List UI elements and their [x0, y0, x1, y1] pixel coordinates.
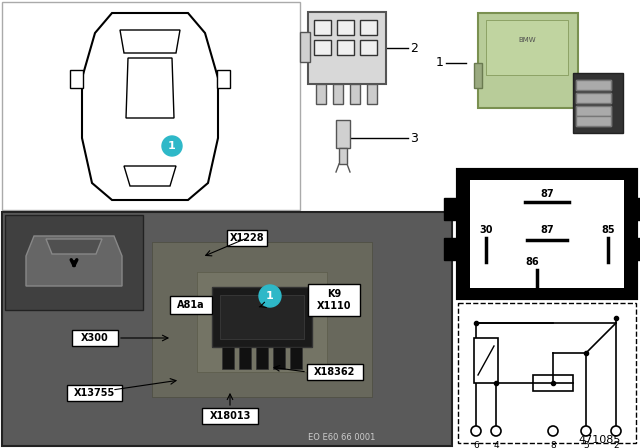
- Bar: [337, 20, 354, 35]
- Bar: [72, 330, 118, 346]
- Text: 2: 2: [613, 440, 619, 448]
- Text: 8: 8: [550, 440, 556, 448]
- Text: K9: K9: [327, 289, 341, 299]
- Text: 87: 87: [540, 225, 554, 235]
- Bar: [458, 303, 636, 443]
- Bar: [576, 106, 611, 116]
- Text: 1: 1: [266, 291, 274, 301]
- Bar: [367, 84, 377, 104]
- Bar: [217, 70, 230, 88]
- Bar: [2, 2, 300, 210]
- Bar: [314, 40, 331, 55]
- Text: 3: 3: [410, 132, 418, 145]
- Bar: [308, 12, 386, 84]
- Bar: [314, 20, 331, 35]
- Bar: [290, 347, 302, 369]
- Polygon shape: [82, 13, 218, 200]
- Bar: [478, 13, 578, 108]
- Text: A81a: A81a: [177, 300, 205, 310]
- Bar: [634, 238, 640, 260]
- Bar: [239, 347, 251, 369]
- Bar: [474, 63, 482, 88]
- Bar: [307, 364, 363, 380]
- Circle shape: [162, 136, 182, 156]
- Bar: [576, 116, 611, 126]
- Bar: [470, 180, 624, 288]
- Text: X13755: X13755: [74, 388, 115, 398]
- Bar: [444, 198, 460, 220]
- Text: 4: 4: [493, 440, 499, 448]
- Bar: [70, 70, 83, 88]
- Bar: [533, 375, 573, 391]
- Text: 87: 87: [540, 189, 554, 199]
- Text: X1228: X1228: [230, 233, 264, 243]
- Bar: [634, 198, 640, 220]
- Polygon shape: [126, 58, 174, 118]
- Circle shape: [491, 426, 501, 436]
- Bar: [576, 80, 611, 90]
- Bar: [316, 84, 326, 104]
- Circle shape: [548, 426, 558, 436]
- Text: X18362: X18362: [314, 367, 356, 377]
- Text: 471085: 471085: [579, 435, 621, 445]
- Text: BMW: BMW: [518, 37, 536, 43]
- Bar: [197, 272, 327, 372]
- Bar: [308, 284, 360, 316]
- Bar: [576, 93, 611, 103]
- Bar: [474, 338, 498, 383]
- Text: 85: 85: [601, 225, 615, 235]
- Bar: [170, 296, 212, 314]
- Bar: [152, 242, 372, 397]
- Bar: [256, 347, 268, 369]
- Text: X18013: X18013: [209, 411, 251, 421]
- Polygon shape: [26, 236, 122, 286]
- Circle shape: [471, 426, 481, 436]
- Bar: [458, 170, 636, 298]
- Bar: [333, 84, 343, 104]
- Bar: [350, 84, 360, 104]
- Text: 6: 6: [473, 440, 479, 448]
- Text: X1110: X1110: [317, 301, 351, 311]
- Text: EO E60 66 0001: EO E60 66 0001: [308, 434, 376, 443]
- Bar: [576, 106, 611, 116]
- Bar: [576, 116, 611, 126]
- Polygon shape: [124, 166, 176, 186]
- Bar: [2, 212, 452, 446]
- Bar: [444, 238, 460, 260]
- Text: X300: X300: [81, 333, 109, 343]
- Bar: [222, 347, 234, 369]
- Bar: [5, 215, 143, 310]
- Bar: [300, 32, 310, 62]
- Bar: [573, 73, 623, 133]
- Bar: [337, 40, 354, 55]
- Bar: [336, 120, 350, 148]
- Text: 2: 2: [410, 42, 418, 55]
- Bar: [360, 20, 377, 35]
- Bar: [202, 408, 258, 424]
- Text: 1: 1: [436, 56, 444, 69]
- Bar: [486, 20, 568, 75]
- Circle shape: [259, 285, 281, 307]
- Text: 1: 1: [168, 141, 176, 151]
- Text: 86: 86: [525, 257, 539, 267]
- Bar: [67, 385, 122, 401]
- Bar: [273, 347, 285, 369]
- Bar: [576, 80, 611, 90]
- Bar: [220, 295, 304, 339]
- Circle shape: [581, 426, 591, 436]
- Bar: [576, 93, 611, 103]
- Bar: [227, 230, 267, 246]
- Circle shape: [611, 426, 621, 436]
- Text: 5: 5: [583, 440, 589, 448]
- Polygon shape: [120, 30, 180, 53]
- Bar: [339, 148, 347, 164]
- Bar: [212, 287, 312, 347]
- Text: 30: 30: [479, 225, 493, 235]
- Bar: [360, 40, 377, 55]
- Polygon shape: [46, 239, 102, 254]
